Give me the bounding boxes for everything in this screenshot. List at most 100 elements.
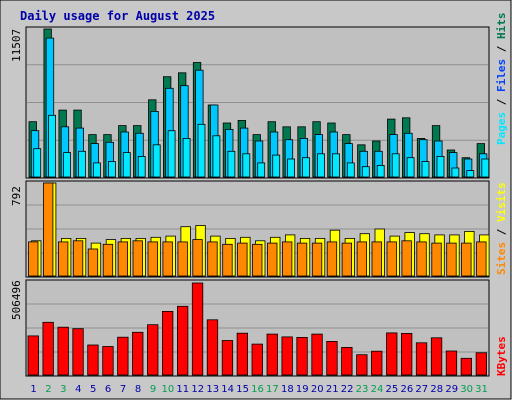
bar-kbytes <box>460 357 473 376</box>
bar-sites <box>87 248 99 277</box>
ymax-label-bottom: 506496 <box>10 280 23 320</box>
bar-pages <box>376 164 385 178</box>
day-label: 20 <box>311 384 324 395</box>
bar-pages <box>63 152 71 178</box>
bar-sites <box>431 242 442 277</box>
bar-sites <box>326 241 338 277</box>
bar-kbytes <box>341 346 353 376</box>
bar-pages <box>108 161 116 178</box>
bar-sites <box>207 241 218 277</box>
legend-sites: Sites <box>495 242 508 275</box>
bar-sites <box>28 241 39 277</box>
bar-pages <box>272 154 281 178</box>
bar-kbytes <box>386 332 398 376</box>
bar-kbytes <box>400 332 413 376</box>
bar-pages <box>122 152 131 178</box>
bar-kbytes <box>57 326 69 376</box>
bar-kbytes <box>87 344 99 376</box>
bar-kbytes <box>27 335 39 376</box>
legend-separator: / <box>495 92 508 112</box>
bar-pages <box>48 114 56 178</box>
bar-sites <box>341 242 353 277</box>
bar-sites <box>162 241 173 277</box>
day-labels: 1 2 3 4 5 6 7 8 9 10 11 12 13 14 15 16 17 18 19 20 21 22 23 24 2… <box>30 384 488 395</box>
bar-kbytes <box>147 324 159 376</box>
bars <box>27 28 490 376</box>
bar-pages <box>167 130 176 178</box>
bar-kbytes <box>102 346 114 376</box>
bar-kbytes <box>415 342 428 376</box>
bar-sites <box>252 243 263 277</box>
day-label: 22 <box>341 384 354 395</box>
legend-kbytes-label: KBytes <box>495 336 508 376</box>
bar-sites <box>267 242 278 277</box>
bar-sites <box>132 240 143 277</box>
bar-pages <box>287 158 296 178</box>
day-label: 2 <box>45 384 51 395</box>
day-label: 13 <box>206 384 219 395</box>
bar-kbytes <box>221 340 234 376</box>
bar-kbytes <box>117 336 129 376</box>
bar-pages <box>331 153 340 178</box>
bar-kbytes <box>326 340 338 376</box>
bar-sites <box>147 241 158 277</box>
day-label: 24 <box>371 384 384 395</box>
bar-kbytes <box>430 337 443 376</box>
day-label: 14 <box>221 384 234 395</box>
legend-separator: / <box>495 222 508 242</box>
legend-sites-visits: Sites / Visits <box>495 182 508 275</box>
bar-sites <box>102 243 114 277</box>
bar-sites <box>237 242 248 277</box>
day-label: 12 <box>191 384 204 395</box>
day-label: 18 <box>281 384 294 395</box>
bar-kbytes <box>311 333 323 376</box>
bar-pages <box>93 162 101 178</box>
day-label: 8 <box>135 384 141 395</box>
bar-sites <box>461 242 472 277</box>
bar-pages <box>346 162 355 178</box>
bar-pages <box>451 167 460 178</box>
bar-pages <box>137 155 146 178</box>
bar-kbytes <box>251 343 263 376</box>
legend-pages-files-hits: Pages / Files / Hits <box>495 13 508 146</box>
chart-title: Daily usage for August 2025 <box>20 9 215 23</box>
bar-kbytes <box>236 332 249 376</box>
bar-kbytes <box>356 354 368 376</box>
bar-sites <box>58 241 69 277</box>
bar-kbytes <box>206 319 219 376</box>
day-label: 16 <box>251 384 264 395</box>
day-label: 19 <box>296 384 309 395</box>
bar-pages <box>257 162 266 178</box>
day-label: 4 <box>75 384 81 395</box>
bar-pages <box>466 170 475 178</box>
day-label: 15 <box>236 384 249 395</box>
bar-pages <box>242 153 251 178</box>
bar-sites <box>446 242 457 277</box>
bar-kbytes <box>371 350 383 376</box>
bar-sites <box>192 239 203 277</box>
day-label: 23 <box>356 384 369 395</box>
day-label: 26 <box>401 384 414 395</box>
day-label: 6 <box>105 384 111 395</box>
day-label: 31 <box>475 384 488 395</box>
ymax-label-middle: 792 <box>10 186 23 206</box>
bar-sites <box>311 242 323 277</box>
bar-pages <box>197 123 206 178</box>
bar-sites <box>43 182 54 277</box>
bar-sites <box>117 241 128 277</box>
bar-pages <box>33 148 42 178</box>
day-label: 17 <box>266 384 279 395</box>
day-label: 27 <box>415 384 428 395</box>
day-label: 10 <box>162 384 175 395</box>
bar-sites <box>281 241 293 277</box>
bar-sites <box>371 241 382 277</box>
bar-pages <box>78 150 86 178</box>
bar-pages <box>152 144 161 178</box>
bar-sites <box>296 242 308 277</box>
bar-pages <box>481 158 490 178</box>
legend-hits: Hits <box>495 13 508 40</box>
bar-pages <box>436 155 445 178</box>
legend-separator: / <box>495 39 508 59</box>
bar-kbytes <box>132 331 144 376</box>
